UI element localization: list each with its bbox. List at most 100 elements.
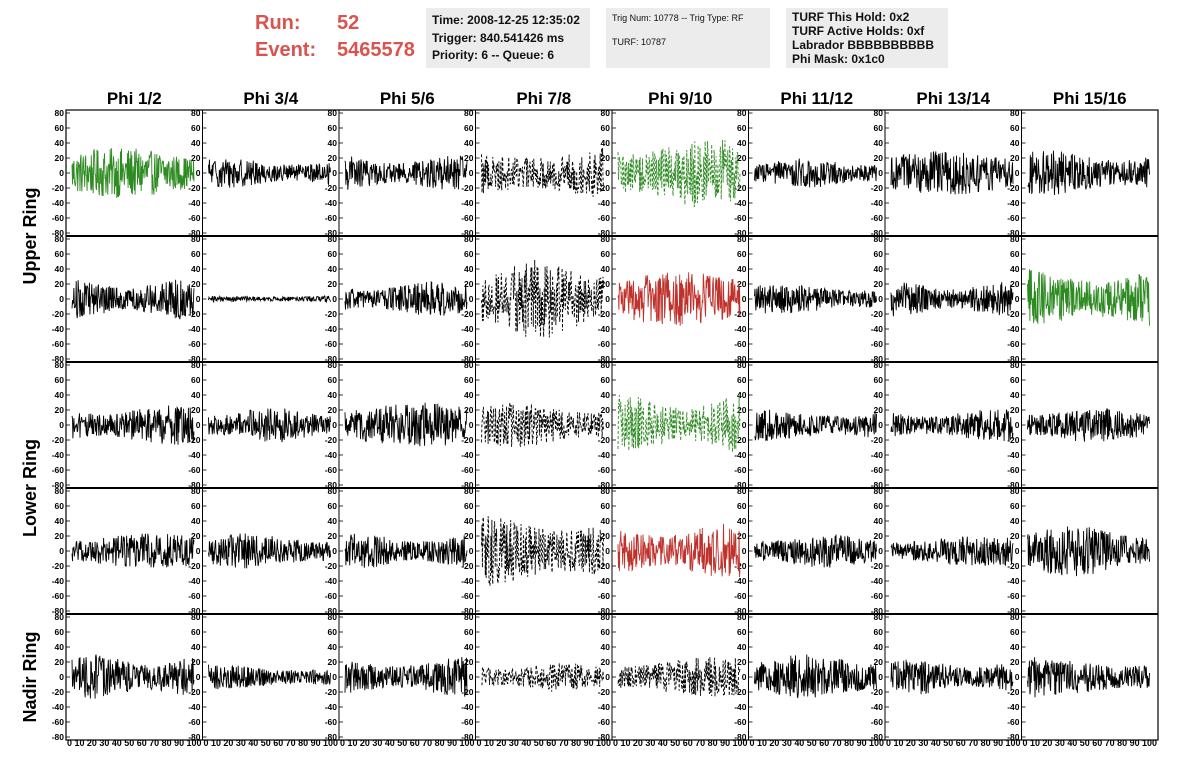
y-tick-label: -40 <box>734 324 747 334</box>
y-tick-label: 80 <box>601 486 611 496</box>
y-tick-label: 40 <box>601 516 611 526</box>
y-tick-label: -60 <box>734 213 747 223</box>
y-tick-label: 80 <box>737 234 747 244</box>
y-tick-label: 20 <box>1010 531 1020 541</box>
y-tick-label: -80 <box>1007 228 1020 238</box>
y-tick-label: -80 <box>52 354 65 364</box>
y-tick-label: -60 <box>461 339 474 349</box>
y-tick-label: -40 <box>461 576 474 586</box>
y-tick-label: -20 <box>325 561 338 571</box>
y-tick-label: 40 <box>328 642 338 652</box>
y-tick-label: -60 <box>188 213 201 223</box>
x-tick-labels: 0 10 20 30 40 50 60 70 80 90 100 <box>477 738 612 749</box>
y-tick-label: -20 <box>734 435 747 445</box>
y-tick-label: 0 <box>878 672 883 682</box>
y-tick-label: 80 <box>1010 108 1020 118</box>
y-tick-label: -80 <box>461 228 474 238</box>
y-tick-label: 60 <box>55 501 65 511</box>
run-label: Run: <box>255 12 301 34</box>
column-header-4: Phi 7/8 <box>516 89 571 108</box>
y-tick-label: 80 <box>464 234 474 244</box>
y-tick-label: -40 <box>734 198 747 208</box>
y-tick-label: 80 <box>464 612 474 622</box>
y-tick-label: 0 <box>196 168 201 178</box>
y-tick-label: -20 <box>598 687 611 697</box>
waveform-trace-r4-c6 <box>754 534 877 568</box>
y-tick-label: 80 <box>55 612 65 622</box>
y-tick-label: -20 <box>325 687 338 697</box>
waveform-trace-r2-c2 <box>208 295 331 304</box>
y-tick-label: -60 <box>1007 213 1020 223</box>
y-tick-label: -60 <box>52 213 65 223</box>
x-tick-labels: 0 10 20 30 40 50 60 70 80 90 100 <box>204 738 339 749</box>
y-tick-label: 60 <box>737 123 747 133</box>
y-tick-label: 0 <box>196 294 201 304</box>
y-tick-label: -60 <box>188 717 201 727</box>
y-tick-label: 20 <box>874 405 884 415</box>
y-tick-label: -80 <box>325 606 338 616</box>
y-tick-label: -60 <box>1007 591 1020 601</box>
y-tick-label: 0 <box>196 672 201 682</box>
y-tick-label: 20 <box>328 153 338 163</box>
y-tick-label: 40 <box>1010 264 1020 274</box>
y-tick-label: 40 <box>464 264 474 274</box>
y-tick-label: -80 <box>461 732 474 742</box>
y-tick-label: -20 <box>188 687 201 697</box>
y-tick-label: 40 <box>874 138 884 148</box>
y-tick-label: -80 <box>461 354 474 364</box>
y-tick-label: -40 <box>734 702 747 712</box>
y-tick-label: -80 <box>52 732 65 742</box>
y-tick-label: -40 <box>734 576 747 586</box>
y-tick-label: 20 <box>55 279 65 289</box>
y-tick-label: -80 <box>188 228 201 238</box>
waveform-trace-r4-c2 <box>208 533 331 569</box>
y-tick-label: -60 <box>52 339 65 349</box>
y-tick-label: -20 <box>598 435 611 445</box>
y-tick-label: -40 <box>52 576 65 586</box>
y-tick-label: 0 <box>1015 546 1020 556</box>
y-tick-label: 80 <box>874 360 884 370</box>
y-tick-label: 0 <box>1015 168 1020 178</box>
y-tick-label: 60 <box>601 375 611 385</box>
y-tick-label: -20 <box>598 561 611 571</box>
event-label: Event: <box>255 39 317 61</box>
trig-text: Trig Num: 10778 -- Trig Type: RF <box>612 13 744 23</box>
y-tick-label: -80 <box>325 480 338 490</box>
y-tick-label: -20 <box>871 687 884 697</box>
y-tick-label: 80 <box>874 486 884 496</box>
y-tick-label: 60 <box>328 375 338 385</box>
y-tick-label: 80 <box>328 486 338 496</box>
y-tick-label: 40 <box>874 390 884 400</box>
waveform-trace-r5-c3 <box>344 656 468 697</box>
y-tick-label: 0 <box>332 420 337 430</box>
y-tick-label: -40 <box>1007 450 1020 460</box>
y-tick-label: -60 <box>188 465 201 475</box>
x-tick-labels: 0 10 20 30 40 50 60 70 80 90 100 <box>613 738 748 749</box>
y-tick-label: -40 <box>188 702 201 712</box>
y-tick-label: -40 <box>188 576 201 586</box>
y-tick-label: 40 <box>601 138 611 148</box>
waveform-trace-r1-c1 <box>71 148 195 199</box>
y-tick-label: 40 <box>55 138 65 148</box>
y-tick-label: -20 <box>52 309 65 319</box>
y-tick-label: -40 <box>325 702 338 712</box>
y-tick-label: 60 <box>874 249 884 259</box>
y-tick-label: 80 <box>55 486 65 496</box>
y-tick-label: -60 <box>871 591 884 601</box>
y-tick-label: 60 <box>328 249 338 259</box>
y-tick-label: -60 <box>325 339 338 349</box>
y-tick-label: -20 <box>1007 435 1020 445</box>
y-tick-label: -60 <box>598 591 611 601</box>
y-tick-label: 40 <box>55 516 65 526</box>
y-tick-label: 20 <box>737 405 747 415</box>
y-tick-label: 40 <box>55 390 65 400</box>
y-tick-label: -40 <box>52 450 65 460</box>
waveform-trace-r5-c5 <box>617 657 741 697</box>
waveform-trace-r3-c8 <box>1027 408 1150 442</box>
y-tick-label: -40 <box>461 198 474 208</box>
y-tick-label: 40 <box>464 516 474 526</box>
waveform-trace-r4-c7 <box>890 536 1014 567</box>
y-tick-label: 0 <box>332 294 337 304</box>
y-tick-label: 40 <box>328 390 338 400</box>
y-tick-label: -60 <box>188 591 201 601</box>
